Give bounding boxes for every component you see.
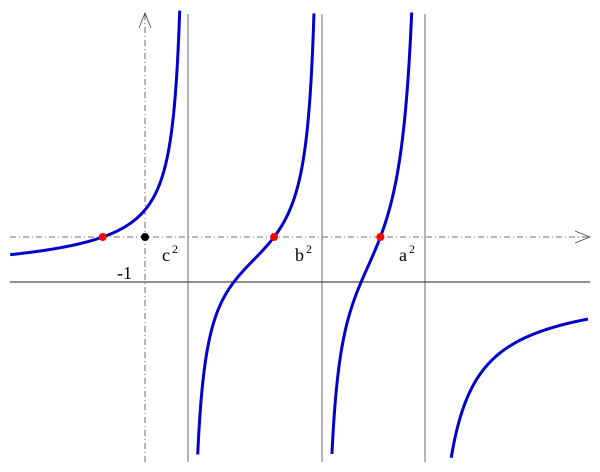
label-a-base: a: [399, 245, 407, 265]
level-line-arrow: [574, 230, 592, 244]
label-b-exp: 2: [306, 242, 312, 256]
root-point-1: [98, 233, 107, 241]
curve-branch-b2-a2: [330, 12, 414, 454]
vertical-axis-arrow: [138, 11, 152, 29]
label-c-exp: 2: [172, 242, 178, 256]
root-point-2: [270, 233, 279, 241]
label-a-exp: 2: [409, 242, 415, 256]
intersection-point: [141, 233, 149, 241]
label-b-base: b: [295, 245, 304, 265]
curve-branch-left: [10, 10, 182, 257]
curve-branch-c2-b2: [196, 13, 316, 455]
label-c-base: c: [162, 245, 170, 265]
root-point-3: [376, 233, 385, 241]
curve-branch-right: [449, 317, 589, 458]
label-minus-one: -1: [117, 263, 132, 283]
